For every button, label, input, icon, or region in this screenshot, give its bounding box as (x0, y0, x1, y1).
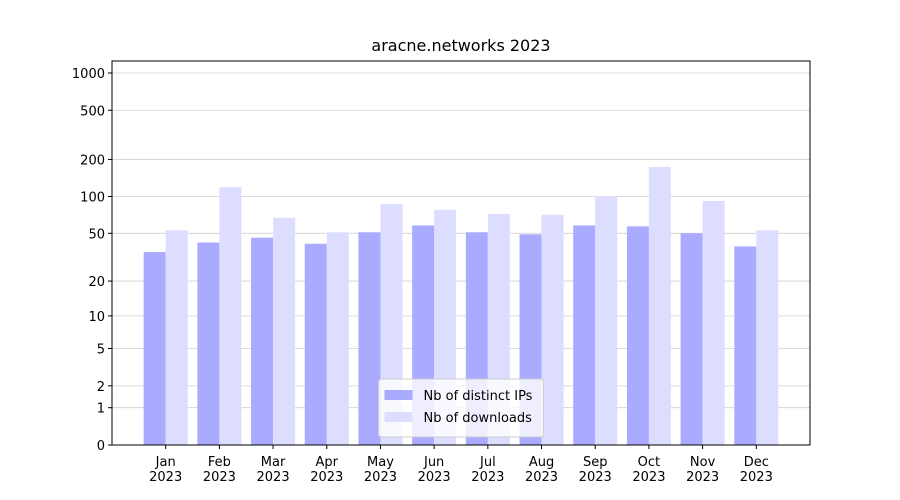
bar (702, 200, 725, 445)
x-tick-label: Jul 2023 (471, 455, 504, 485)
bar (573, 225, 596, 445)
y-tick-label: 200 (80, 153, 105, 168)
x-tick-label: Aug 2023 (525, 455, 558, 485)
y-tick-label: 100 (80, 191, 105, 206)
bar (680, 233, 703, 445)
legend-swatch (384, 390, 413, 400)
x-tick-label: Apr 2023 (310, 455, 343, 485)
x-tick-label: Dec 2023 (740, 455, 773, 485)
bar (541, 214, 564, 445)
bar (648, 166, 671, 445)
bar (143, 252, 166, 445)
legend-label: Nb of downloads (424, 411, 533, 426)
y-tick-label: 20 (88, 275, 105, 290)
bar (595, 196, 618, 445)
bars (143, 166, 779, 445)
legend-label: Nb of distinct IPs (424, 389, 533, 404)
y-tick-label: 5 (97, 343, 105, 358)
y-tick-label: 1 (97, 402, 105, 417)
x-tick-label: May 2023 (364, 455, 397, 485)
bar (626, 226, 649, 445)
bar (251, 237, 274, 445)
y-tick-label: 2 (97, 380, 105, 395)
x-tick-label: Mar 2023 (257, 455, 290, 485)
bar (165, 230, 188, 445)
axes: 0 1 2 5 10 20 50 100 200 500 1000 Jan 2023 Feb 2023 Mar… (72, 60, 811, 485)
x-tick-label: Jan 2023 (149, 455, 182, 485)
y-tick-label: 50 (88, 227, 105, 242)
legend: Nb of distinct IPs Nb of downloads (378, 378, 544, 438)
y-tick-label: 0 (97, 439, 105, 454)
x-tick-label: Jun 2023 (418, 455, 451, 485)
x-tick-label: Oct 2023 (632, 455, 665, 485)
bar (756, 230, 779, 445)
legend-box (378, 378, 544, 438)
bar (304, 243, 327, 445)
x-tick-label: Sep 2023 (579, 455, 612, 485)
bar (219, 187, 242, 445)
plot-frame (111, 60, 811, 446)
y-tick-label: 500 (80, 104, 105, 119)
bar (734, 246, 757, 445)
bar (197, 242, 220, 445)
x-tick-label: Feb 2023 (203, 455, 236, 485)
bar (273, 217, 296, 445)
chart-title: aracne.networks 2023 (371, 36, 550, 55)
bar (326, 232, 349, 445)
bar (358, 232, 381, 445)
x-tick-label: Nov 2023 (686, 455, 719, 485)
y-tick-label: 1000 (72, 67, 105, 82)
y-tick-label: 10 (88, 310, 105, 325)
legend-swatch (384, 412, 413, 422)
